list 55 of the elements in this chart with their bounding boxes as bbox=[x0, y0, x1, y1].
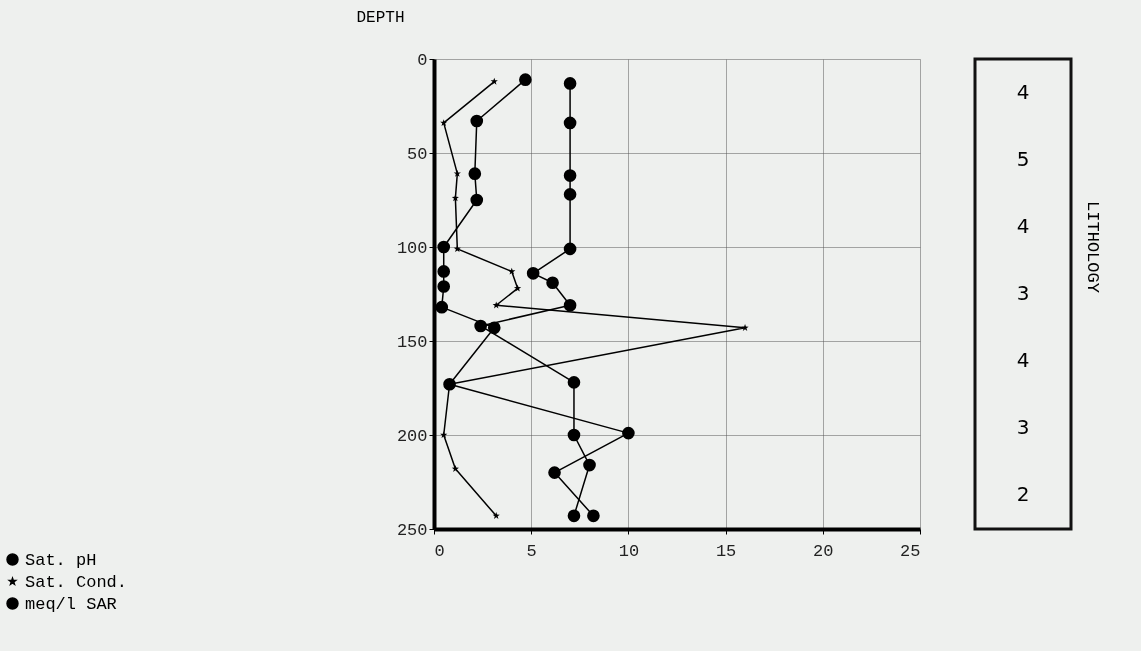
point bbox=[567, 376, 581, 389]
point bbox=[526, 267, 540, 280]
point bbox=[492, 512, 500, 519]
point bbox=[437, 265, 451, 278]
point bbox=[567, 428, 581, 442]
point bbox=[437, 240, 451, 254]
y-tick-label: 0 bbox=[417, 50, 428, 70]
text: 4 bbox=[1016, 213, 1030, 238]
y-tick-label: 50 bbox=[407, 144, 428, 164]
point bbox=[435, 300, 449, 314]
point bbox=[508, 267, 516, 275]
text: 4 bbox=[1016, 348, 1030, 373]
text: 5 bbox=[1016, 146, 1030, 171]
x-tick-label: 15 bbox=[715, 541, 737, 561]
text: 3 bbox=[1016, 415, 1030, 440]
point bbox=[470, 193, 484, 207]
point bbox=[492, 301, 500, 309]
legend-label: meq/l SAR bbox=[25, 594, 117, 614]
point bbox=[453, 169, 461, 177]
point bbox=[487, 321, 501, 335]
text: 3 bbox=[1016, 281, 1030, 305]
point bbox=[468, 167, 482, 180]
x-tick-label: 25 bbox=[900, 541, 921, 561]
point bbox=[622, 426, 635, 440]
y-tick-label: 150 bbox=[396, 332, 428, 352]
point bbox=[470, 114, 484, 128]
point bbox=[519, 73, 532, 86]
point bbox=[587, 509, 600, 523]
point bbox=[513, 284, 522, 292]
text: LITHOLOGY bbox=[1083, 201, 1102, 293]
x-tick-label: 10 bbox=[618, 541, 640, 561]
y-tick-label: 250 bbox=[396, 520, 428, 540]
legend-label: Sat. pH bbox=[25, 550, 97, 570]
legend-label: Sat. Cond. bbox=[25, 572, 128, 592]
point bbox=[583, 458, 596, 472]
point bbox=[563, 188, 577, 201]
point bbox=[563, 169, 577, 182]
point bbox=[546, 276, 559, 290]
text: 4 bbox=[1016, 79, 1030, 104]
point bbox=[490, 77, 498, 85]
x-tick-label: 0 bbox=[434, 541, 445, 561]
point bbox=[563, 298, 577, 312]
text: 2 bbox=[1016, 482, 1030, 507]
point bbox=[437, 280, 451, 293]
point bbox=[474, 319, 487, 333]
point bbox=[548, 466, 561, 479]
x-tick-label: 20 bbox=[813, 541, 834, 561]
x-tick-label: 5 bbox=[526, 541, 537, 561]
point bbox=[563, 77, 577, 90]
y-axis-title: DEPTH bbox=[356, 8, 405, 27]
point bbox=[567, 509, 581, 523]
point bbox=[563, 116, 577, 130]
y-tick-label: 100 bbox=[396, 238, 428, 258]
point bbox=[563, 242, 577, 256]
y-tick-label: 200 bbox=[396, 426, 428, 446]
